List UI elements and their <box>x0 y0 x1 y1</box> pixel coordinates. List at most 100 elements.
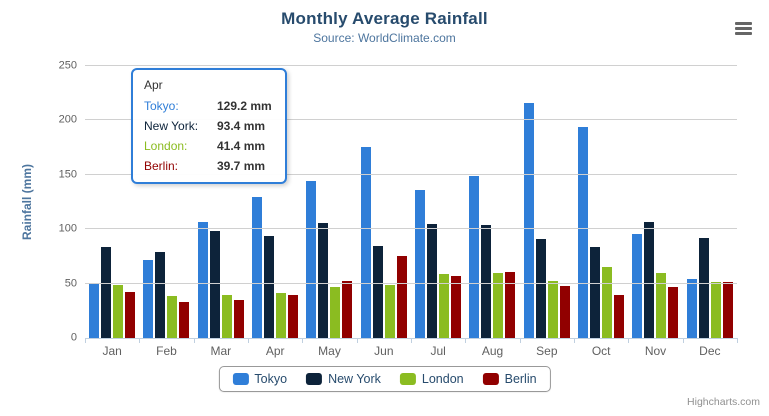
bar-new-york-feb[interactable] <box>155 252 166 338</box>
bar-london-dec[interactable] <box>710 282 721 338</box>
gridline <box>85 173 737 175</box>
bar-new-york-nov[interactable] <box>644 222 655 338</box>
legend-item-berlin[interactable]: Berlin <box>482 372 537 386</box>
bar-london-jun[interactable] <box>384 285 395 338</box>
x-axis-line <box>85 338 738 339</box>
bar-new-york-may[interactable] <box>318 222 329 338</box>
bar-group-aug <box>465 66 519 338</box>
bar-group-mar <box>194 66 248 338</box>
bar-london-mar[interactable] <box>221 295 232 338</box>
bar-tokyo-apr[interactable] <box>252 197 263 338</box>
bar-group-dec <box>683 66 737 338</box>
legend-item-london[interactable]: London <box>399 372 464 386</box>
bar-berlin-jan[interactable] <box>125 291 136 338</box>
bar-berlin-apr[interactable] <box>288 294 299 338</box>
legend-swatch <box>399 373 416 385</box>
bar-london-aug[interactable] <box>493 273 504 338</box>
y-axis-label: 0 <box>70 331 77 344</box>
bar-tokyo-may[interactable] <box>306 181 317 338</box>
chart-title: Monthly Average Rainfall <box>281 9 488 28</box>
x-axis-tick <box>519 339 521 343</box>
bar-tokyo-mar[interactable] <box>197 222 208 338</box>
x-axis-label: Aug <box>481 344 504 358</box>
legend-swatch <box>232 373 249 385</box>
chart-subtitle: Source: WorldClimate.com <box>313 31 456 45</box>
tooltip-header: Apr <box>144 78 163 92</box>
y-axis-label: 250 <box>58 59 77 72</box>
legend-item-new-york[interactable]: New York <box>306 372 381 386</box>
x-axis-label: Mar <box>210 344 232 358</box>
x-axis-tick <box>737 339 738 343</box>
bar-berlin-jul[interactable] <box>451 275 462 338</box>
bar-berlin-jun[interactable] <box>396 255 407 338</box>
bar-new-york-jul[interactable] <box>427 223 438 338</box>
legend-item-tokyo[interactable]: Tokyo <box>232 372 287 386</box>
bar-berlin-dec[interactable] <box>722 282 733 338</box>
bar-new-york-aug[interactable] <box>481 224 492 338</box>
credits-link[interactable]: Highcharts.com <box>687 396 760 408</box>
x-axis-tick <box>139 339 141 343</box>
bar-berlin-mar[interactable] <box>233 300 244 338</box>
bar-tokyo-nov[interactable] <box>632 234 643 338</box>
y-axis-labels: 0 50 100 150 200 250 <box>0 60 77 343</box>
export-menu-button[interactable] <box>730 17 756 39</box>
bar-new-york-sep[interactable] <box>535 238 546 338</box>
x-axis-tick <box>193 339 195 343</box>
bar-group-sep <box>520 66 574 338</box>
bar-london-apr[interactable] <box>276 292 287 338</box>
bar-london-sep[interactable] <box>547 281 558 338</box>
x-axis-tick <box>682 339 684 343</box>
bar-berlin-may[interactable] <box>342 280 353 338</box>
x-axis-tick <box>628 339 630 343</box>
bar-berlin-nov[interactable] <box>668 287 679 338</box>
x-axis-tick <box>248 339 249 343</box>
bar-london-feb[interactable] <box>167 295 178 338</box>
bar-group-nov <box>628 66 682 338</box>
bar-new-york-mar[interactable] <box>209 230 220 338</box>
bar-tokyo-aug[interactable] <box>469 176 480 338</box>
tooltip-series-value: 129.2 mm <box>217 99 272 113</box>
x-axis-label: Oct <box>591 344 611 358</box>
legend-swatch <box>306 373 323 385</box>
bar-new-york-jan[interactable] <box>101 247 112 338</box>
bar-berlin-oct[interactable] <box>614 295 625 338</box>
bar-tokyo-sep[interactable] <box>523 102 534 338</box>
bar-group-may <box>302 66 356 338</box>
bar-london-nov[interactable] <box>656 273 667 338</box>
bar-berlin-aug[interactable] <box>505 272 516 338</box>
bar-tokyo-jul[interactable] <box>415 190 426 338</box>
bar-berlin-feb[interactable] <box>179 301 190 338</box>
tooltip-series-label: Berlin: <box>144 159 179 173</box>
bar-tokyo-oct[interactable] <box>578 126 589 338</box>
bar-tokyo-jan[interactable] <box>89 283 100 338</box>
x-axis-label: Dec <box>699 344 721 358</box>
tooltip-series-value: 41.4 mm <box>217 139 266 153</box>
bar-new-york-oct[interactable] <box>590 247 601 338</box>
legend: Tokyo New York London Berlin <box>218 366 551 392</box>
bar-new-york-jun[interactable] <box>372 246 383 338</box>
bar-london-jul[interactable] <box>439 273 450 338</box>
bar-group-apr <box>248 66 302 338</box>
bar-london-jan[interactable] <box>113 284 124 338</box>
x-axis-label: Jul <box>430 344 446 358</box>
tooltip-series-value: 93.4 mm <box>217 119 266 133</box>
bar-new-york-dec[interactable] <box>698 237 709 338</box>
bar-london-may[interactable] <box>330 286 341 338</box>
tooltip: Apr Tokyo: 129.2 mm New York: 93.4 mm London… <box>131 68 287 184</box>
bar-london-oct[interactable] <box>602 267 613 338</box>
gridline <box>85 65 737 66</box>
y-axis-label: 200 <box>58 113 77 126</box>
x-axis-label: Jun <box>374 344 394 358</box>
x-axis-label: Jan <box>102 344 122 358</box>
bar-new-york-apr[interactable] <box>264 236 275 338</box>
bar-berlin-sep[interactable] <box>559 286 570 338</box>
bar-tokyo-dec[interactable] <box>686 278 697 338</box>
x-axis-tick <box>465 339 467 343</box>
x-axis-ticks <box>85 338 738 343</box>
gridline <box>85 228 737 230</box>
bar-tokyo-feb[interactable] <box>143 260 154 338</box>
bar-tokyo-jun[interactable] <box>360 146 371 338</box>
y-axis-label: 50 <box>64 277 77 290</box>
x-axis-tick <box>85 339 86 343</box>
